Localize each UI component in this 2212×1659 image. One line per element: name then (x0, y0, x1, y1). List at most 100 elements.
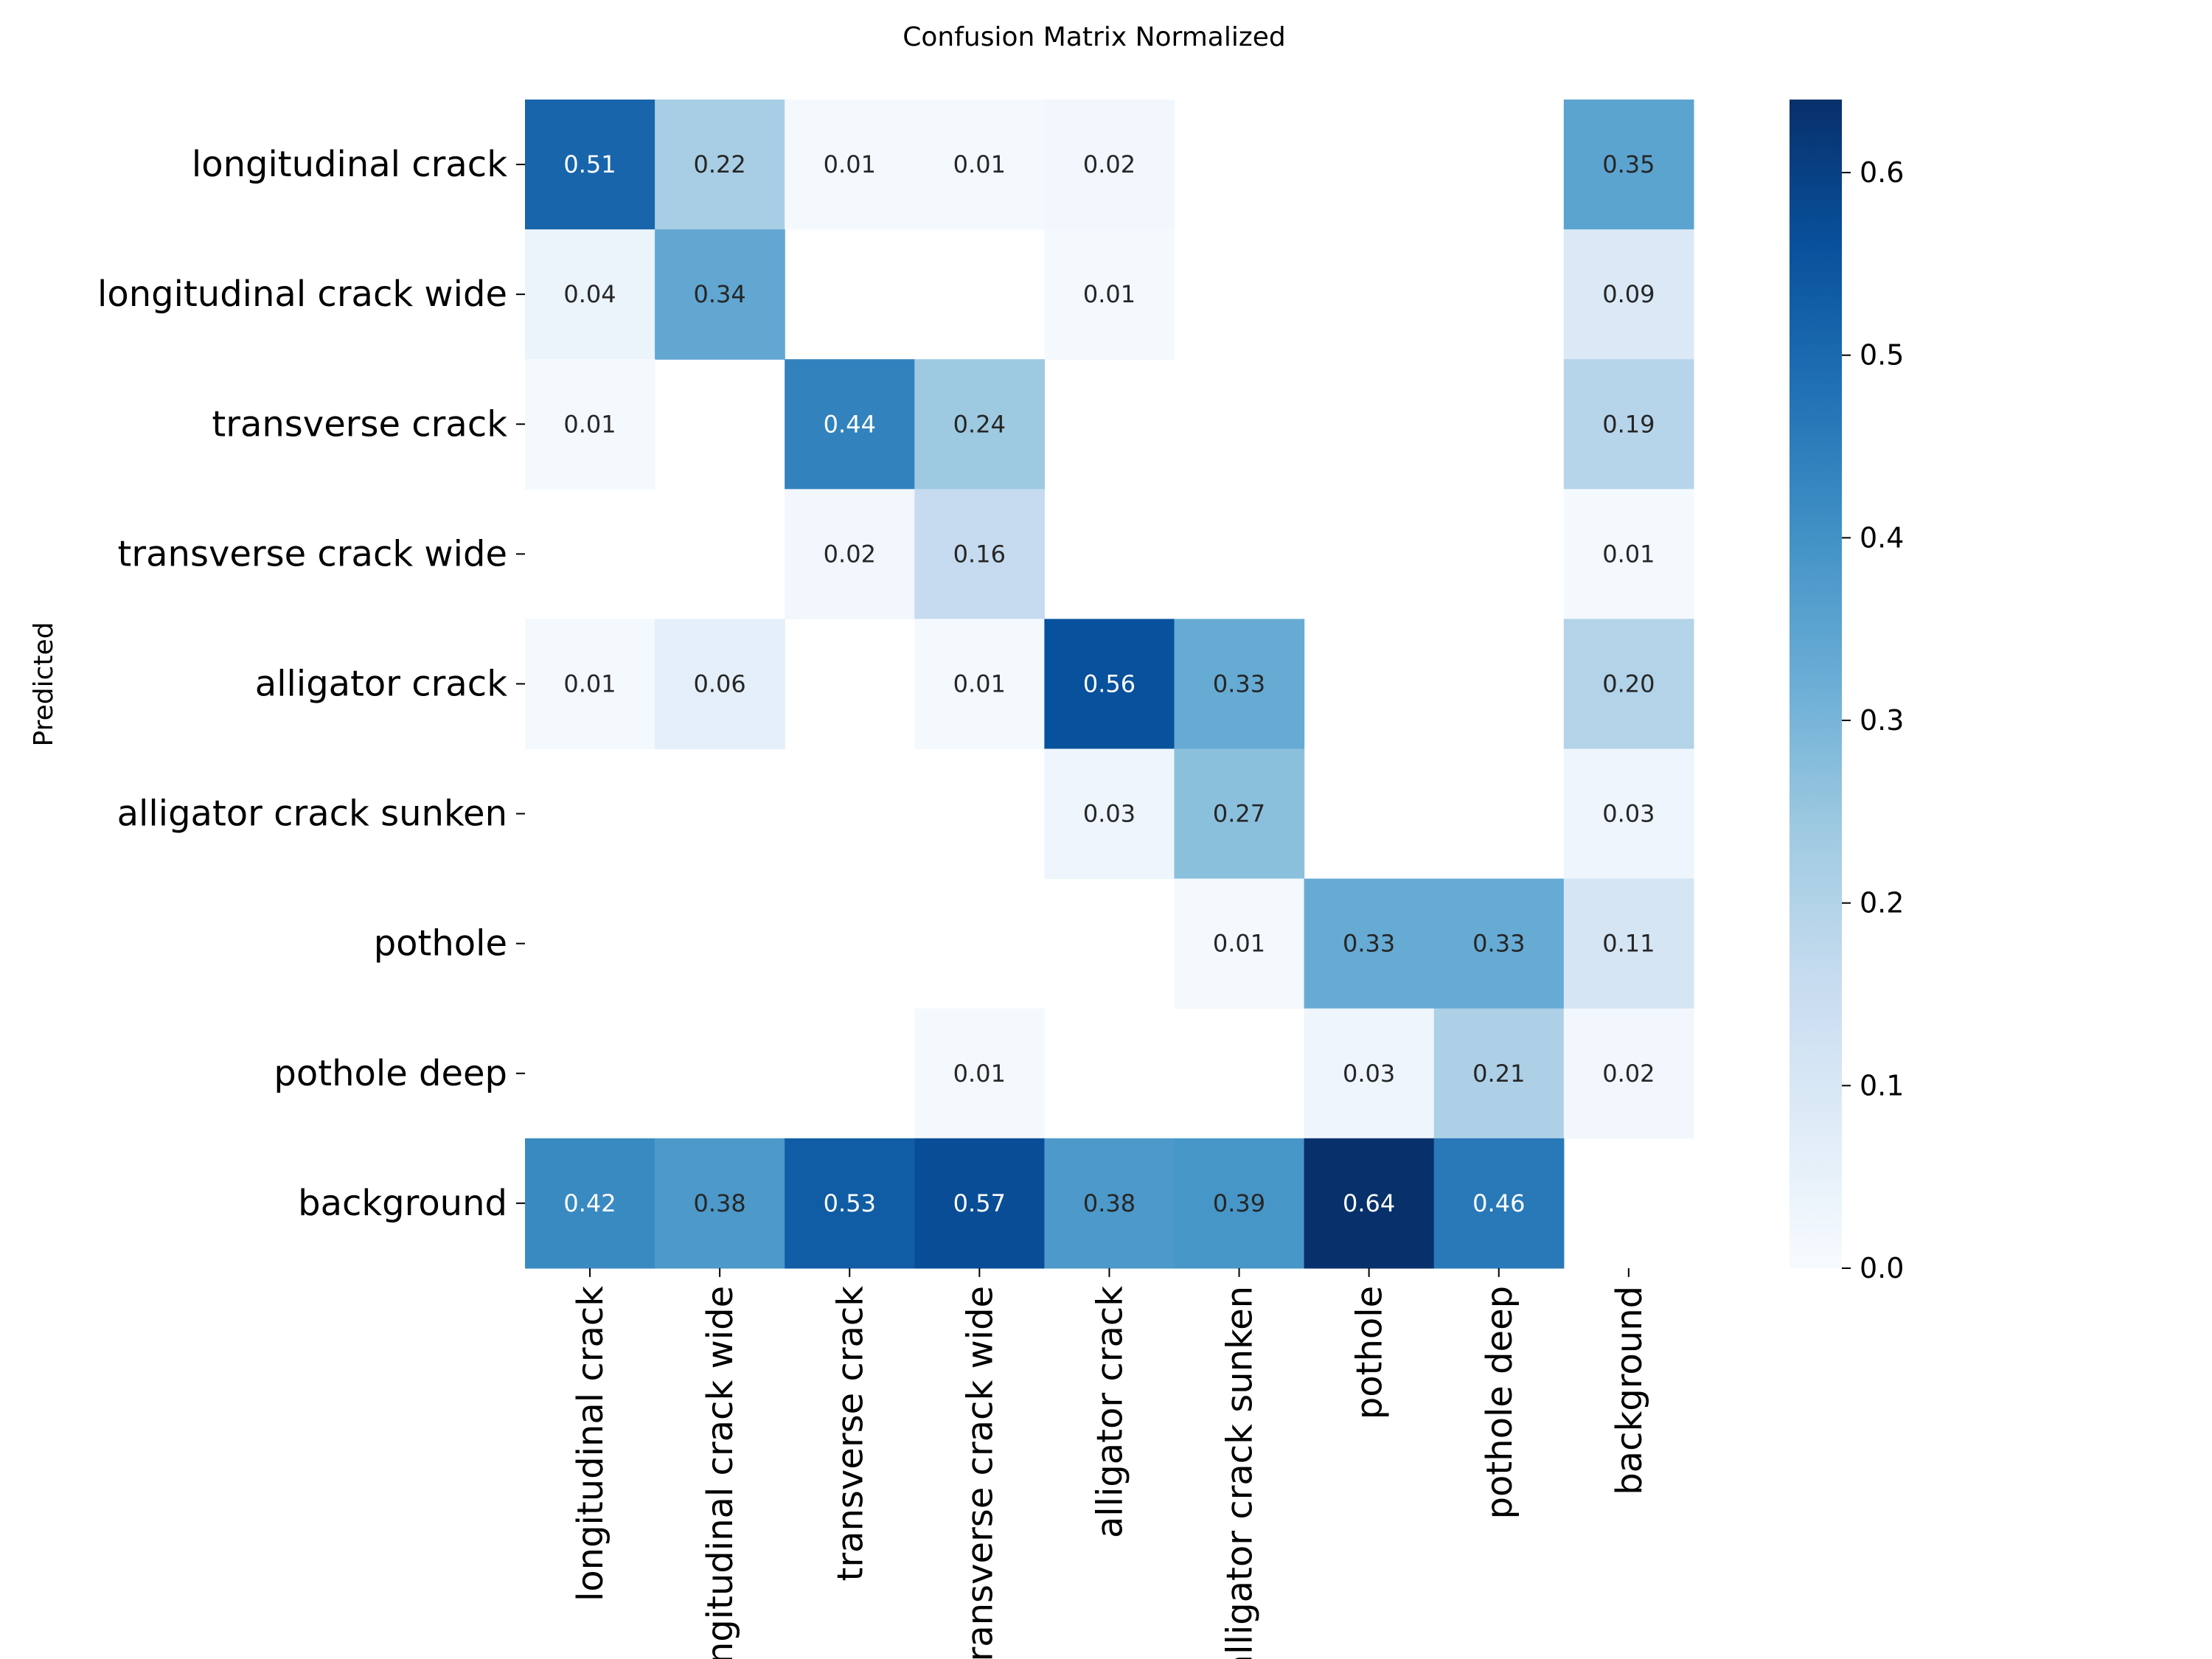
cell-value-label: 0.01 (953, 1060, 1006, 1088)
cell-value-label: 0.01 (824, 150, 876, 178)
x-tick-label: background (1609, 1286, 1650, 1495)
y-tick-label: pothole (374, 923, 507, 964)
y-tick-label: background (298, 1183, 507, 1224)
colorbar-tick-label: 0.1 (1860, 1069, 1904, 1102)
y-tick-label: transverse crack (212, 403, 507, 445)
cell-value-label: 0.27 (1213, 800, 1265, 828)
heatmap-cell (1174, 619, 1305, 750)
cell-value-label: 0.19 (1602, 410, 1655, 438)
cell-value-label: 0.33 (1472, 930, 1525, 958)
chart-title: Confusion Matrix Normalized (902, 22, 1285, 52)
y-tick-label: alligator crack sunken (117, 793, 507, 835)
heatmap-cell (785, 1138, 915, 1269)
cell-value-label: 0.56 (1083, 669, 1135, 698)
colorbar-tick-label: 0.4 (1860, 521, 1904, 554)
y-axis-ticks: longitudinal crack longitudinal crack wid… (97, 144, 525, 1224)
cell-value-label: 0.09 (1602, 280, 1655, 308)
x-tick-label: alligator crack (1090, 1286, 1131, 1538)
cell-value-label: 0.03 (1083, 800, 1135, 828)
heatmap-cell (914, 100, 1045, 230)
y-tick-label: longitudinal crack (192, 144, 507, 185)
x-tick-label: transverse crack wide (959, 1286, 1001, 1659)
x-tick-label: alligator crack sunken (1220, 1286, 1261, 1659)
colorbar-ticks: 0.0 0.1 0.2 0.3 0.4 0.5 0.6 (1842, 156, 1904, 1284)
x-tick-label: pothole (1349, 1286, 1391, 1419)
heatmap-cell (1563, 489, 1694, 619)
cell-value-label: 0.03 (1343, 1060, 1395, 1088)
x-tick-label: longitudinal crack (570, 1286, 611, 1601)
heatmap-cell (525, 100, 655, 230)
cell-value-label: 0.11 (1602, 930, 1655, 958)
heatmap-cell (525, 1138, 655, 1269)
cell-value-label: 0.42 (563, 1189, 616, 1217)
cell-value-label: 0.01 (1083, 280, 1135, 308)
colorbar-gradient (1790, 100, 1842, 1268)
heatmap-cell (1174, 1138, 1305, 1269)
heatmap-value-labels: 0.51 0.22 0.01 0.01 0.02 0.35 0.04 0.34 0.01 0.09… (563, 150, 1655, 1217)
heatmap-cell (1563, 1008, 1694, 1139)
cell-value-label: 0.35 (1602, 150, 1655, 178)
heatmap-cell (914, 489, 1045, 619)
cell-value-label: 0.57 (953, 1189, 1006, 1217)
heatmap-cell (525, 229, 655, 360)
cell-value-label: 0.01 (1213, 930, 1265, 958)
heatmap-cell (525, 619, 655, 750)
colorbar-tick-label: 0.5 (1860, 339, 1904, 372)
cell-value-label: 0.33 (1213, 669, 1265, 698)
cell-value-label: 0.01 (563, 669, 616, 698)
heatmap-cell (1433, 1008, 1565, 1139)
x-tick-label: longitudinal crack wide (700, 1286, 741, 1659)
cell-value-label: 0.24 (953, 410, 1006, 438)
heatmap-cell (1304, 1138, 1435, 1269)
heatmap-cell (1044, 1138, 1175, 1269)
heatmap-cell (655, 1138, 785, 1269)
cell-value-label: 0.64 (1343, 1189, 1395, 1217)
heatmap-cell (914, 359, 1045, 490)
heatmap-cell (1563, 229, 1694, 360)
cell-value-label: 0.02 (1083, 150, 1135, 178)
y-tick-label: longitudinal crack wide (97, 274, 507, 315)
x-tick-label: transverse crack (830, 1286, 871, 1582)
colorbar-tick-label: 0.6 (1860, 156, 1904, 189)
heatmap-cell (1304, 878, 1435, 1009)
cell-value-label: 0.33 (1343, 930, 1395, 958)
cell-value-label: 0.53 (824, 1189, 876, 1217)
heatmap-cell (1044, 229, 1175, 360)
heatmap-cell (914, 1138, 1045, 1269)
heatmap-cell (1563, 748, 1694, 880)
heatmap-cell (1563, 878, 1694, 1009)
heatmap-cell (525, 359, 655, 490)
heatmap-cell (785, 489, 915, 619)
heatmap-cell (1174, 748, 1305, 880)
cell-value-label: 0.21 (1472, 1060, 1525, 1088)
heatmap-cell (1044, 748, 1175, 880)
cell-value-label: 0.44 (824, 410, 876, 438)
cell-value-label: 0.01 (953, 669, 1006, 698)
heatmap-cell (655, 619, 785, 750)
cell-value-label: 0.01 (563, 410, 616, 438)
cell-value-label: 0.38 (1083, 1189, 1135, 1217)
cell-value-label: 0.16 (953, 540, 1006, 568)
heatmap-cell (1433, 1138, 1565, 1269)
heatmap-cell (655, 100, 785, 230)
cell-value-label: 0.20 (1602, 669, 1655, 698)
cell-value-label: 0.39 (1213, 1189, 1265, 1217)
cell-value-label: 0.46 (1472, 1189, 1525, 1217)
cell-value-label: 0.02 (824, 540, 876, 568)
heatmap-cell (1563, 100, 1694, 230)
heatmap-cell (785, 359, 915, 490)
y-axis-label: Predicted (29, 622, 59, 747)
colorbar-tick-label: 0.3 (1860, 704, 1904, 737)
heatmap-cell (1044, 100, 1175, 230)
x-axis-ticks: longitudinal crack longitudinal crack wid… (570, 1267, 1650, 1659)
cell-value-label: 0.22 (693, 150, 745, 178)
heatmap-cell (785, 100, 915, 230)
y-tick-label: pothole deep (274, 1053, 507, 1094)
heatmap-cell (914, 1008, 1045, 1139)
heatmap-cell (1563, 359, 1694, 490)
heatmap-cell (1174, 878, 1305, 1009)
y-tick-label: transverse crack wide (118, 533, 507, 574)
cell-value-label: 0.03 (1602, 800, 1655, 828)
cell-value-label: 0.04 (563, 280, 616, 308)
cell-value-label: 0.34 (693, 280, 745, 308)
